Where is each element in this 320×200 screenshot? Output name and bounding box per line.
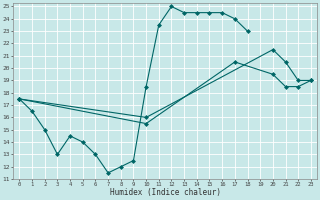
X-axis label: Humidex (Indice chaleur): Humidex (Indice chaleur) xyxy=(110,188,220,197)
